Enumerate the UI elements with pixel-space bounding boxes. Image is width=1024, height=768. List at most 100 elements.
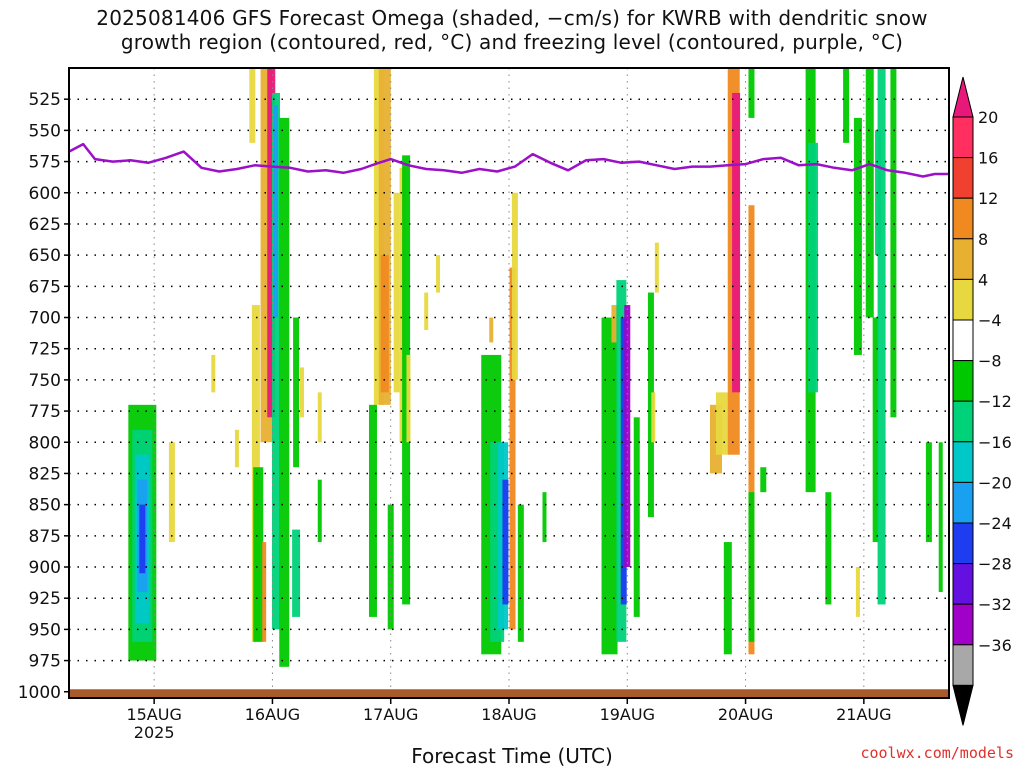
x-tick-label: 15AUG <box>126 705 181 724</box>
omega-shading-cell <box>406 354 411 443</box>
y-tick-label: 800 <box>29 433 61 453</box>
colorbar-swatch <box>952 157 974 199</box>
omega-shading-cell <box>925 442 932 543</box>
y-tick-label: 875 <box>29 527 61 547</box>
colorbar-label: −28 <box>978 555 1012 574</box>
y-tick-label: 775 <box>29 402 61 422</box>
omega-shading-cell <box>647 292 654 518</box>
omega-shading-cell <box>273 105 278 318</box>
omega-shading-cell <box>620 317 627 605</box>
omega-shading-cell <box>253 467 264 642</box>
y-axis: 525 550 575 600 625 650 675 700 725 750 775 800 825 8… <box>18 90 69 703</box>
y-tick-label: 750 <box>29 371 61 391</box>
colorbar-top-arrow <box>952 76 974 118</box>
omega-shading-cell <box>489 317 494 343</box>
x-tick-label: 17AUG <box>363 705 418 724</box>
omega-shading-cell <box>825 492 832 605</box>
colorbar-bottom-arrow <box>952 684 974 726</box>
colorbar-swatch <box>952 197 974 240</box>
omega-shading-cell <box>654 242 659 293</box>
colorbar-swatch <box>952 644 974 686</box>
colorbar-swatch <box>952 278 974 321</box>
omega-shading-cell <box>853 117 862 355</box>
omega-shading-cell <box>875 130 882 256</box>
y-tick-label: 725 <box>29 340 61 360</box>
omega-shading-cell <box>317 392 322 443</box>
colorbar-swatch <box>952 481 974 524</box>
omega-shading-cell <box>387 504 394 630</box>
omega-shading-cell <box>502 479 509 605</box>
omega-shading-cell <box>611 305 620 343</box>
x-tick-label: 18AUG <box>481 705 536 724</box>
omega-shading-cell <box>601 317 618 655</box>
freezing-level-layer <box>68 142 949 178</box>
colorbar-swatch <box>952 441 974 483</box>
omega-shading-cell <box>807 142 818 393</box>
colorbar: 20 16 12 8 4 −4 −8 −12 −16 −20 −24 −28 −32 −36 <box>952 76 1012 726</box>
terrain-layer <box>69 689 949 698</box>
colorbar-label: −16 <box>978 433 1012 452</box>
x-axis-label: Forecast Time (UTC) <box>411 744 613 768</box>
omega-shading-cell <box>624 305 631 568</box>
x-tick-label: 16AUG <box>245 705 300 724</box>
y-tick-label: 575 <box>29 153 61 173</box>
colorbar-swatch <box>952 522 974 565</box>
colorbar-label: −8 <box>978 352 1002 371</box>
colorbar-swatch <box>952 116 974 159</box>
omega-shading-cell <box>393 192 400 393</box>
colorbar-label: 4 <box>978 270 988 289</box>
y-tick-label: 825 <box>29 464 61 484</box>
omega-shading-cell <box>211 354 216 393</box>
omega-shading-cell <box>872 317 879 543</box>
omega-shading-cell <box>748 492 755 642</box>
omega-shading-cell <box>890 68 897 418</box>
omega-shading-cell <box>843 68 850 143</box>
y-tick-label: 900 <box>29 558 61 578</box>
y-tick-label: 975 <box>29 652 61 672</box>
omega-shading-cell <box>855 567 860 617</box>
colorbar-swatch <box>952 360 974 402</box>
omega-shading-cell <box>271 92 280 630</box>
terrain-surface <box>69 689 949 698</box>
omega-shading-cell <box>279 117 290 667</box>
omega-shading-cell <box>424 292 429 330</box>
omega-shading-cell <box>748 68 755 118</box>
colorbar-label: −12 <box>978 392 1012 411</box>
colorbar-label: 20 <box>978 108 998 127</box>
y-tick-label: 650 <box>29 246 61 266</box>
title-line-2: growth region (contoured, red, °C) and f… <box>120 30 904 54</box>
colorbar-label: −32 <box>978 595 1012 614</box>
omega-shading-cell <box>402 155 411 605</box>
freezing-level-line <box>68 142 949 178</box>
omega-shading-cell <box>380 255 389 393</box>
omega-shading-cell <box>168 442 175 543</box>
x-tick-label: 19AUG <box>600 705 655 724</box>
colorbar-swatch <box>952 400 974 443</box>
y-tick-label: 625 <box>29 215 61 235</box>
omega-shading-cell <box>509 267 516 630</box>
colorbar-swatch <box>952 603 974 646</box>
omega-shading-cell <box>517 504 524 642</box>
y-tick-label: 600 <box>29 184 61 204</box>
omega-shading-cell <box>760 467 767 493</box>
omega-shading-cell <box>293 317 300 468</box>
x-tick-label: 21AUG <box>836 705 891 724</box>
omega-shading-cell <box>748 205 755 655</box>
y-tick-label: 1000 <box>18 683 61 703</box>
x-tick-label: 20AUG <box>718 705 773 724</box>
colorbar-label: −24 <box>978 514 1012 533</box>
omega-shading-cell <box>723 542 732 655</box>
chart-title: 2025081406 GFS Forecast Omega (shaded, −… <box>0 6 1024 54</box>
colorbar-label: −20 <box>978 473 1012 492</box>
credit-link[interactable]: coolwx.com/models <box>860 744 1014 762</box>
omega-shading-cell <box>262 542 267 642</box>
y-tick-label: 525 <box>29 90 61 110</box>
omega-shading-cell <box>511 192 518 380</box>
omega-shading-cell <box>234 429 239 468</box>
omega-shading-cell <box>368 404 377 617</box>
y-tick-label: 850 <box>29 496 61 516</box>
y-tick-label: 925 <box>29 589 61 609</box>
colorbar-label: 16 <box>978 149 998 168</box>
